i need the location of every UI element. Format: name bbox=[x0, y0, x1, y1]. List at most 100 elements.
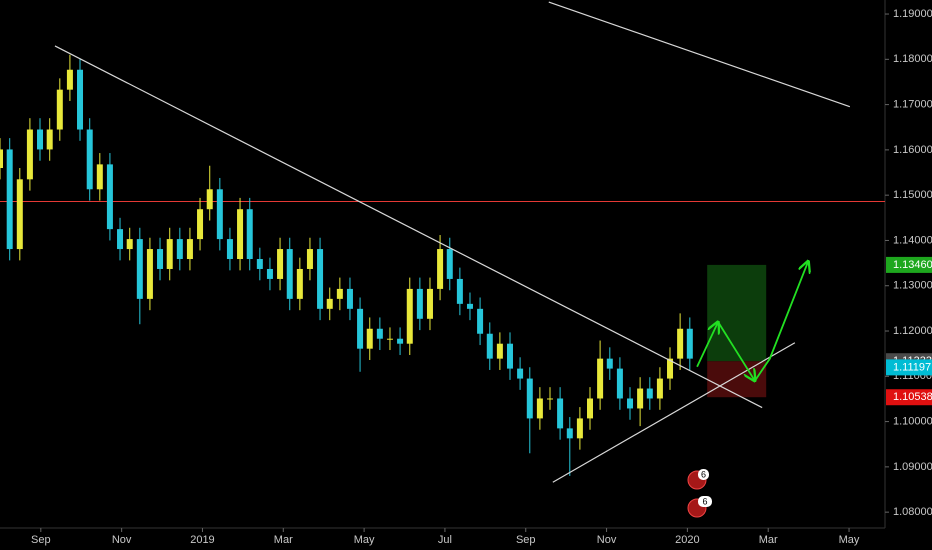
y-tick-label: 1.15000 bbox=[893, 189, 932, 201]
candle-body bbox=[437, 249, 444, 289]
price-label: 1.11197 bbox=[893, 361, 931, 373]
candle-body bbox=[606, 358, 613, 369]
candle-body bbox=[637, 388, 644, 409]
candle-body bbox=[176, 239, 183, 260]
candle-body bbox=[117, 229, 124, 250]
price-label-bg bbox=[886, 389, 932, 406]
candle-body bbox=[587, 398, 593, 419]
candle-body bbox=[616, 368, 623, 399]
candle-body bbox=[477, 308, 484, 334]
candle-body bbox=[667, 358, 674, 379]
candle-body bbox=[96, 164, 103, 190]
candle-body bbox=[136, 239, 143, 299]
price-label: 1.13460 bbox=[893, 259, 932, 271]
candle-body bbox=[597, 358, 604, 399]
y-tick-label: 1.12000 bbox=[893, 325, 932, 337]
candle-body bbox=[456, 278, 463, 304]
x-tick-label: 2020 bbox=[675, 534, 699, 546]
candle-body bbox=[256, 259, 263, 269]
candle-body bbox=[77, 69, 84, 130]
candle-body bbox=[376, 328, 383, 339]
candle-body bbox=[426, 288, 433, 319]
candle-body bbox=[346, 288, 353, 309]
candle-body bbox=[66, 69, 73, 90]
candle-body bbox=[566, 428, 573, 439]
y-tick-label: 1.14000 bbox=[893, 234, 932, 246]
candle-body bbox=[336, 288, 343, 299]
candle-body bbox=[406, 288, 413, 344]
x-tick-label: May bbox=[354, 534, 375, 546]
x-tick-label: 2019 bbox=[190, 534, 214, 546]
badge-bg bbox=[698, 469, 709, 480]
candle-body bbox=[277, 249, 284, 279]
candle-body bbox=[296, 268, 303, 299]
y-tick-label: 1.10000 bbox=[893, 415, 932, 427]
candle-body bbox=[317, 249, 324, 309]
candle-body bbox=[226, 239, 233, 260]
candle-body bbox=[656, 378, 663, 399]
candle-body bbox=[627, 398, 634, 409]
candle-body bbox=[106, 164, 113, 230]
x-tick-label: Nov bbox=[112, 534, 132, 546]
candle-body bbox=[86, 129, 93, 190]
candle-body bbox=[0, 149, 3, 168]
candle-body bbox=[37, 129, 44, 150]
candle-body bbox=[416, 288, 423, 319]
badge-count: 6 bbox=[702, 496, 707, 506]
candle-body bbox=[186, 239, 193, 260]
target-zone bbox=[707, 264, 767, 362]
candle-body bbox=[557, 398, 564, 429]
candle-body bbox=[466, 303, 473, 309]
candle-body bbox=[16, 179, 23, 250]
y-tick-label: 1.09000 bbox=[893, 461, 932, 473]
stop-zone bbox=[707, 361, 767, 398]
projection-arrow bbox=[754, 261, 808, 382]
candle-body bbox=[197, 209, 204, 240]
price-label-bg bbox=[886, 256, 932, 273]
candle-body bbox=[6, 149, 13, 250]
x-tick-label: Jul bbox=[438, 534, 452, 546]
candle-body bbox=[366, 328, 373, 349]
candle-body bbox=[56, 89, 63, 130]
candle-body bbox=[576, 418, 583, 439]
candle-body bbox=[216, 189, 223, 240]
candle-body bbox=[486, 333, 493, 359]
x-tick-label: Nov bbox=[597, 534, 617, 546]
candle-body bbox=[546, 398, 553, 400]
trendline bbox=[54, 45, 763, 409]
candle-body bbox=[446, 249, 453, 279]
x-tick-label: Sep bbox=[516, 534, 536, 546]
y-tick-label: 1.13000 bbox=[893, 280, 932, 292]
candle-body bbox=[26, 129, 33, 180]
badge-bg bbox=[698, 496, 712, 507]
candle-body bbox=[536, 398, 543, 419]
x-tick-label: Sep bbox=[31, 534, 51, 546]
candle-body bbox=[386, 338, 393, 340]
candle-body bbox=[126, 239, 133, 250]
price-label: 1.10538 bbox=[893, 391, 932, 403]
projection-arrow bbox=[696, 322, 718, 368]
candle-body bbox=[166, 239, 173, 269]
candle-body bbox=[506, 343, 513, 369]
candle-body bbox=[686, 328, 693, 359]
candle-body bbox=[496, 343, 503, 359]
candle-body bbox=[517, 368, 524, 379]
y-tick-label: 1.17000 bbox=[893, 99, 932, 111]
candle-body bbox=[286, 249, 293, 299]
candle-body bbox=[397, 338, 404, 344]
x-tick-label: May bbox=[839, 534, 860, 546]
candle-body bbox=[237, 209, 244, 260]
price-label-bg bbox=[886, 359, 932, 376]
candle-body bbox=[677, 328, 684, 359]
candle-body bbox=[646, 388, 653, 399]
badge-count: 6 bbox=[701, 469, 706, 479]
candle-body bbox=[206, 189, 213, 210]
candle-body bbox=[246, 209, 253, 260]
event-badges: 6 6 bbox=[687, 469, 712, 518]
y-tick-label: 1.19000 bbox=[893, 8, 932, 20]
y-tick-label: 1.16000 bbox=[893, 144, 932, 156]
candle-body bbox=[46, 129, 53, 150]
trendline bbox=[552, 342, 796, 483]
